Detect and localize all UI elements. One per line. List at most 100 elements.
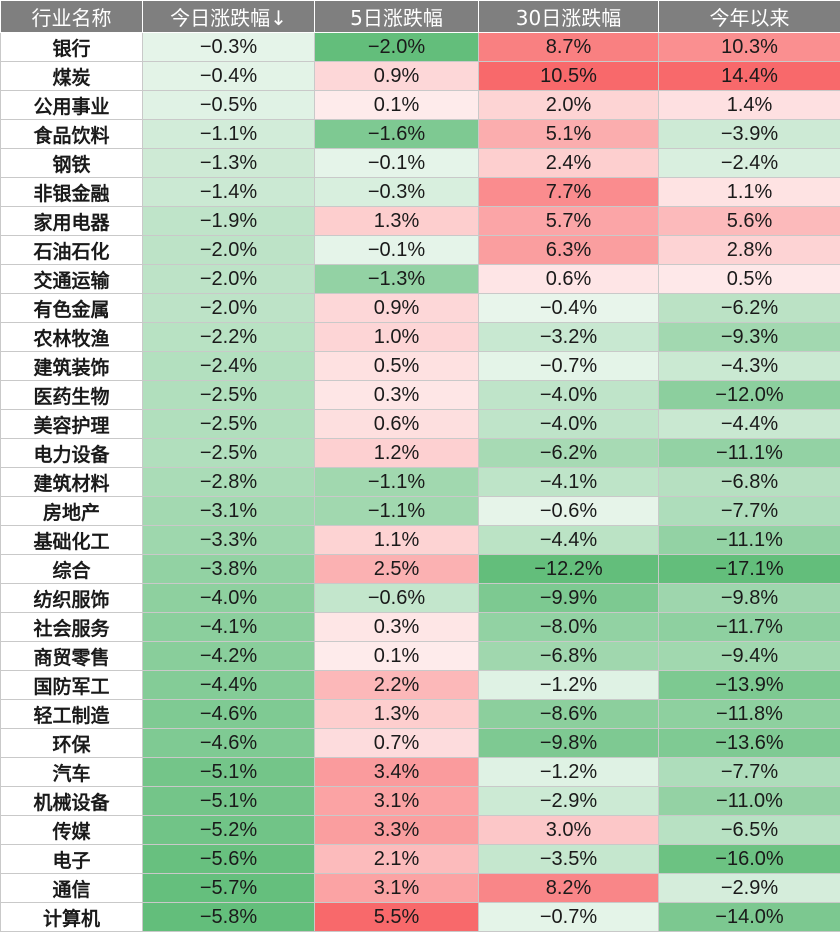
ytd-change-cell: −9.8% [659, 584, 840, 613]
today-change-cell: −3.8% [143, 555, 315, 584]
industry-name-cell: 美容护理 [1, 410, 143, 439]
table-row: 非银金融−1.4%−0.3%7.7%1.1% [1, 178, 840, 207]
industry-name-cell: 纺织服饰 [1, 584, 143, 613]
industry-name-cell: 银行 [1, 33, 143, 62]
industry-name-cell: 环保 [1, 729, 143, 758]
industry-name-cell: 汽车 [1, 758, 143, 787]
table-row: 交通运输−2.0%−1.3%0.6%0.5% [1, 265, 840, 294]
table-row: 计算机−5.8%5.5%−0.7%−14.0% [1, 903, 840, 932]
industry-name-cell: 家用电器 [1, 207, 143, 236]
5day-change-cell: −0.6% [315, 584, 479, 613]
table-row: 电力设备−2.5%1.2%−6.2%−11.1% [1, 439, 840, 468]
ytd-change-cell: 14.4% [659, 62, 840, 91]
ytd-change-cell: −12.0% [659, 381, 840, 410]
table-row: 国防军工−4.4%2.2%−1.2%−13.9% [1, 671, 840, 700]
ytd-change-cell: −2.9% [659, 874, 840, 903]
ytd-change-cell: −13.6% [659, 729, 840, 758]
header-industry-name[interactable]: 行业名称 [1, 1, 143, 33]
today-change-cell: −1.9% [143, 207, 315, 236]
30day-change-cell: −8.0% [479, 613, 659, 642]
table-row: 环保−4.6%0.7%−9.8%−13.6% [1, 729, 840, 758]
industry-name-cell: 通信 [1, 874, 143, 903]
30day-change-cell: 8.2% [479, 874, 659, 903]
today-change-cell: −0.4% [143, 62, 315, 91]
ytd-change-cell: −17.1% [659, 555, 840, 584]
5day-change-cell: 0.6% [315, 410, 479, 439]
5day-change-cell: 0.3% [315, 381, 479, 410]
ytd-change-cell: −13.9% [659, 671, 840, 700]
header-30day-change[interactable]: 30日涨跌幅 [479, 1, 659, 33]
ytd-change-cell: −11.1% [659, 526, 840, 555]
header-5day-change[interactable]: 5日涨跌幅 [315, 1, 479, 33]
5day-change-cell: 1.3% [315, 207, 479, 236]
5day-change-cell: 3.4% [315, 758, 479, 787]
ytd-change-cell: −14.0% [659, 903, 840, 932]
5day-change-cell: 0.9% [315, 62, 479, 91]
ytd-change-cell: −2.4% [659, 149, 840, 178]
table-row: 医药生物−2.5%0.3%−4.0%−12.0% [1, 381, 840, 410]
industry-name-cell: 社会服务 [1, 613, 143, 642]
ytd-change-cell: −3.9% [659, 120, 840, 149]
30day-change-cell: 10.5% [479, 62, 659, 91]
header-today-change[interactable]: 今日涨跌幅↓ [143, 1, 315, 33]
5day-change-cell: 1.2% [315, 439, 479, 468]
table-row: 房地产−3.1%−1.1%−0.6%−7.7% [1, 497, 840, 526]
ytd-change-cell: 1.4% [659, 91, 840, 120]
5day-change-cell: −2.0% [315, 33, 479, 62]
30day-change-cell: −9.9% [479, 584, 659, 613]
30day-change-cell: −2.9% [479, 787, 659, 816]
industry-name-cell: 有色金属 [1, 294, 143, 323]
industry-name-cell: 医药生物 [1, 381, 143, 410]
table-row: 公用事业−0.5%0.1%2.0%1.4% [1, 91, 840, 120]
5day-change-cell: 2.1% [315, 845, 479, 874]
industry-name-cell: 农林牧渔 [1, 323, 143, 352]
industry-name-cell: 煤炭 [1, 62, 143, 91]
today-change-cell: −1.1% [143, 120, 315, 149]
5day-change-cell: 3.3% [315, 816, 479, 845]
ytd-change-cell: −6.5% [659, 816, 840, 845]
table-row: 通信−5.7%3.1%8.2%−2.9% [1, 874, 840, 903]
30day-change-cell: −4.0% [479, 381, 659, 410]
table-row: 轻工制造−4.6%1.3%−8.6%−11.8% [1, 700, 840, 729]
today-change-cell: −5.6% [143, 845, 315, 874]
30day-change-cell: 5.7% [479, 207, 659, 236]
today-change-cell: −2.0% [143, 294, 315, 323]
ytd-change-cell: 2.8% [659, 236, 840, 265]
today-change-cell: −0.3% [143, 33, 315, 62]
today-change-cell: −2.5% [143, 439, 315, 468]
5day-change-cell: 1.3% [315, 700, 479, 729]
30day-change-cell: −0.7% [479, 903, 659, 932]
ytd-change-cell: −11.7% [659, 613, 840, 642]
today-change-cell: −2.4% [143, 352, 315, 381]
30day-change-cell: −1.2% [479, 758, 659, 787]
industry-name-cell: 轻工制造 [1, 700, 143, 729]
table-row: 食品饮料−1.1%−1.6%5.1%−3.9% [1, 120, 840, 149]
industry-name-cell: 电力设备 [1, 439, 143, 468]
ytd-change-cell: 0.5% [659, 265, 840, 294]
industry-name-cell: 食品饮料 [1, 120, 143, 149]
industry-name-cell: 建筑装饰 [1, 352, 143, 381]
table-row: 石油石化−2.0%−0.1%6.3%2.8% [1, 236, 840, 265]
today-change-cell: −4.1% [143, 613, 315, 642]
today-change-cell: −1.3% [143, 149, 315, 178]
5day-change-cell: 2.5% [315, 555, 479, 584]
industry-name-cell: 商贸零售 [1, 642, 143, 671]
today-change-cell: −2.0% [143, 236, 315, 265]
30day-change-cell: −3.5% [479, 845, 659, 874]
table-row: 建筑装饰−2.4%0.5%−0.7%−4.3% [1, 352, 840, 381]
table-row: 农林牧渔−2.2%1.0%−3.2%−9.3% [1, 323, 840, 352]
today-change-cell: −2.2% [143, 323, 315, 352]
industry-name-cell: 石油石化 [1, 236, 143, 265]
30day-change-cell: 5.1% [479, 120, 659, 149]
30day-change-cell: −6.8% [479, 642, 659, 671]
30day-change-cell: −4.0% [479, 410, 659, 439]
5day-change-cell: 1.0% [315, 323, 479, 352]
30day-change-cell: −6.2% [479, 439, 659, 468]
table-row: 汽车−5.1%3.4%−1.2%−7.7% [1, 758, 840, 787]
ytd-change-cell: 1.1% [659, 178, 840, 207]
ytd-change-cell: 5.6% [659, 207, 840, 236]
header-ytd-change[interactable]: 今年以来 [659, 1, 840, 33]
ytd-change-cell: −9.4% [659, 642, 840, 671]
industry-name-cell: 建筑材料 [1, 468, 143, 497]
